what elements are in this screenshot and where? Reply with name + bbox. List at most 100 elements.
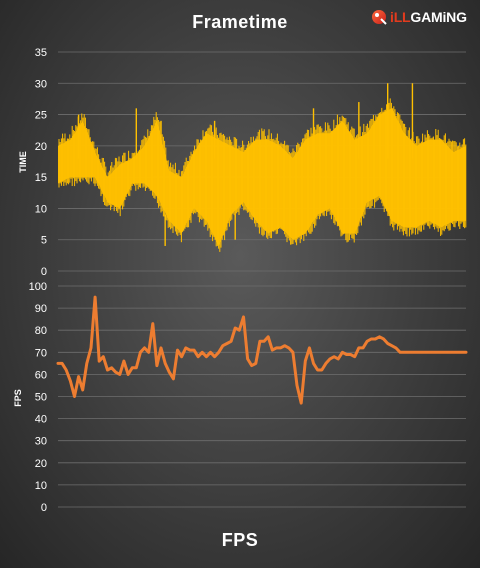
fps-data-point: [391, 345, 393, 347]
fps-data-point: [448, 351, 451, 353]
fps-y-tick-label: 30: [35, 436, 47, 448]
fps-data-point: [329, 358, 331, 360]
fps-data-point: [304, 360, 306, 362]
fps-data-point: [148, 351, 150, 353]
fps-data-point: [411, 351, 413, 353]
fps-data-point: [420, 351, 422, 353]
fps-data-point: [181, 356, 183, 358]
fps-data-point: [102, 356, 104, 358]
fps-y-tick-label: 0: [41, 502, 47, 514]
fps-data-point: [453, 351, 455, 353]
fps-data-point: [321, 369, 323, 371]
fps-data-point: [300, 402, 302, 404]
fps-data-point: [457, 351, 459, 353]
fps-data-point: [242, 316, 245, 318]
fps-data-point: [127, 373, 129, 375]
fps-data-point: [69, 380, 71, 382]
brand-mark-icon: [372, 10, 387, 25]
fps-data-point: [94, 296, 96, 298]
fps-data-point: [383, 338, 385, 340]
fps-data-point: [403, 351, 405, 353]
fps-data-point: [424, 351, 426, 353]
fps-data-point: [78, 376, 80, 378]
fps-data-point: [362, 347, 364, 349]
fps-data-point: [415, 351, 418, 353]
fps-y-tick-label: 100: [29, 281, 47, 293]
fps-data-point: [370, 338, 372, 340]
fps-data-point: [296, 384, 298, 386]
fps-data-point: [189, 349, 191, 351]
fps-chart-title: FPS: [221, 530, 259, 550]
fps-data-point: [65, 369, 67, 371]
fps-data-point: [292, 351, 294, 353]
frametime-y-tick-label: 5: [41, 235, 47, 247]
fps-y-tick-label: 50: [35, 392, 47, 404]
fps-y-tick-label: 20: [35, 458, 47, 470]
frametime-y-tick-label: 30: [35, 78, 47, 90]
fps-data-point: [440, 351, 442, 353]
fps-data-point: [378, 336, 381, 338]
fps-data-point: [234, 327, 236, 329]
fps-data-point: [267, 336, 269, 338]
fps-data-point: [135, 367, 137, 369]
fps-data-point: [312, 362, 315, 364]
fps-data-point: [350, 353, 352, 356]
fps-data-point: [86, 362, 88, 364]
fps-data-point: [263, 340, 265, 342]
fps-data-point: [226, 342, 228, 345]
fps-data-point: [354, 356, 356, 358]
fps-data-point: [284, 345, 286, 347]
fps-data-point: [73, 395, 76, 398]
fps-data-point: [247, 358, 249, 360]
fps-y-tick-label: 10: [35, 480, 47, 492]
fps-data-point: [428, 351, 430, 353]
fps-data-point: [395, 347, 397, 349]
fps-data-point: [218, 351, 220, 353]
fps-data-point: [156, 365, 158, 367]
fps-data-point: [185, 347, 187, 349]
fps-data-point: [90, 347, 92, 349]
frametime-y-tick-label: 10: [35, 203, 47, 215]
fps-data-point: [259, 340, 261, 342]
frametime-y-tick-labels: 0 5 10 15 20 25 30 35: [35, 47, 47, 278]
fps-data-point: [152, 323, 154, 325]
fps-data-point: [172, 378, 174, 380]
fps-y-tick-labels: 0 10 20 30 40 50 60 70 80 90 100: [29, 281, 47, 514]
fps-data-point: [139, 351, 141, 353]
fps-data-point: [82, 389, 84, 391]
fps-y-tick-label: 40: [35, 414, 47, 426]
fps-data-point: [131, 367, 133, 369]
fps-data-point: [205, 356, 207, 358]
fps-data-point: [119, 373, 121, 375]
fps-series: [56, 295, 468, 405]
fps-data-point: [230, 340, 232, 342]
fps-line-path: [56, 295, 468, 405]
fps-data-point: [337, 358, 339, 360]
fps-y-axis-label: FPS: [13, 389, 23, 407]
brand-logo: iLLGAMiNG: [370, 5, 467, 29]
fps-data-point: [407, 351, 409, 353]
fps-data-point: [197, 356, 199, 358]
fps-data-point: [222, 345, 224, 347]
fps-grid: [58, 285, 466, 508]
fps-data-point: [214, 356, 216, 358]
fps-data-point: [288, 347, 290, 349]
fps-y-tick-label: 80: [35, 325, 47, 337]
fps-data-point: [160, 347, 162, 349]
fps-data-point: [317, 369, 319, 371]
fps-data-point: [164, 362, 166, 364]
fps-data-point: [238, 329, 240, 331]
fps-data-point: [432, 351, 434, 353]
fps-data-point: [465, 351, 467, 353]
frametime-y-tick-label: 25: [35, 110, 47, 122]
fps-data-point: [387, 342, 389, 345]
fps-data-point: [358, 347, 360, 349]
fps-data-point: [111, 367, 113, 369]
fps-data-point: [251, 365, 253, 367]
fps-data-point: [57, 362, 59, 364]
fps-data-point: [98, 360, 100, 362]
fps-data-point: [444, 351, 446, 353]
frametime-y-axis-label: TIME: [18, 151, 28, 173]
fps-data-point: [461, 351, 463, 353]
